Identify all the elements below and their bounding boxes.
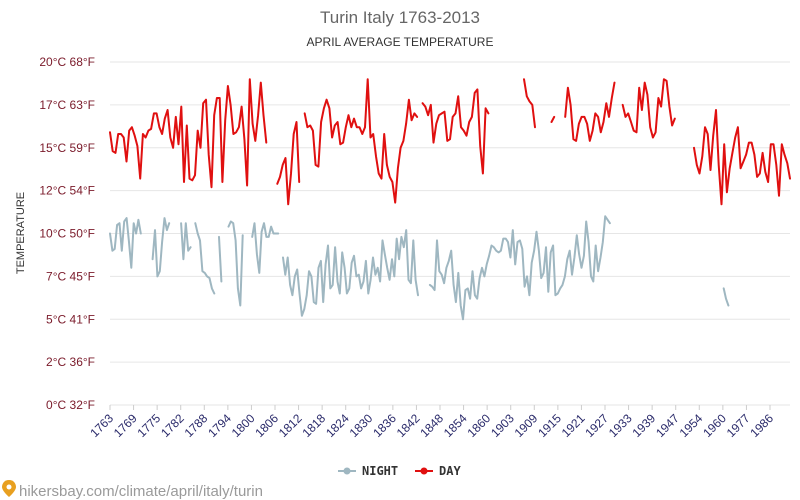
x-tick-label: 1903 [488, 411, 517, 440]
y-axis-label: TEMPERATURE [15, 192, 27, 274]
x-tick-label: 1960 [700, 411, 729, 440]
x-tick-label: 1848 [417, 411, 446, 440]
y-tick-label: 7°C 45°F [46, 269, 95, 283]
x-tick-label: 1909 [512, 411, 541, 440]
y-tick-label: 5°C 41°F [46, 312, 95, 326]
x-tick-label: 1782 [158, 411, 187, 440]
x-tick-label: 1836 [370, 411, 399, 440]
x-tick-label: 1939 [629, 411, 658, 440]
legend[interactable]: NIGHT DAY [338, 464, 461, 478]
x-axis-ticks: 1763176917751782178817941800180618121818… [87, 405, 776, 440]
legend-night-marker [343, 467, 351, 475]
x-tick-label: 1763 [87, 411, 116, 440]
legend-day-marker [420, 467, 428, 475]
x-tick-label: 1818 [299, 411, 328, 440]
legend-night-label: NIGHT [362, 464, 398, 478]
x-tick-label: 1947 [653, 411, 682, 440]
legend-day-label: DAY [439, 464, 461, 478]
x-tick-label: 1806 [252, 411, 281, 440]
x-tick-label: 1954 [677, 411, 706, 440]
source-footer[interactable]: hikersbay.com/climate/april/italy/turin [2, 480, 263, 500]
grid-lines [110, 61, 790, 406]
x-tick-label: 1986 [747, 411, 776, 440]
y-tick-label: 2°C 36°F [46, 355, 95, 369]
y-tick-label: 20°C 68°F [39, 55, 95, 69]
chart-title: Turin Italy 1763-2013 [320, 8, 480, 27]
x-tick-label: 1842 [394, 411, 423, 440]
x-tick-label: 1775 [134, 411, 163, 440]
x-tick-label: 1854 [441, 411, 470, 440]
x-tick-label: 1800 [229, 411, 258, 440]
y-axis-ticks: 0°C 32°F 2°C 36°F 5°C 41°F 7°C 45°F 10°C 50°… [39, 55, 95, 412]
y-tick-label: 15°C 59°F [39, 141, 95, 155]
x-tick-label: 1927 [582, 411, 611, 440]
legend-item-day[interactable]: DAY [415, 464, 461, 478]
legend-item-night[interactable]: NIGHT [338, 464, 398, 478]
series-line-day [109, 78, 791, 206]
x-tick-label: 1788 [182, 411, 211, 440]
series-line-night [109, 215, 730, 321]
x-tick-label: 1915 [535, 411, 564, 440]
x-tick-label: 1921 [559, 411, 588, 440]
y-tick-label: 0°C 32°F [46, 398, 95, 412]
x-tick-label: 1830 [347, 411, 376, 440]
y-tick-label: 10°C 50°F [39, 227, 95, 241]
y-tick-label: 17°C 63°F [39, 98, 95, 112]
source-link[interactable]: hikersbay.com/climate/april/italy/turin [19, 483, 263, 500]
location-pin-icon [2, 480, 16, 497]
chart-subtitle: APRIL AVERAGE TEMPERATURE [307, 35, 494, 49]
x-tick-label: 1860 [464, 411, 493, 440]
x-tick-label: 1812 [276, 411, 305, 440]
x-tick-label: 1794 [205, 411, 234, 440]
y-tick-label: 12°C 54°F [39, 184, 95, 198]
series-lines [109, 78, 791, 321]
x-tick-label: 1824 [323, 411, 352, 440]
x-tick-label: 1933 [606, 411, 635, 440]
x-tick-label: 1769 [111, 411, 140, 440]
x-tick-label: 1977 [724, 411, 753, 440]
